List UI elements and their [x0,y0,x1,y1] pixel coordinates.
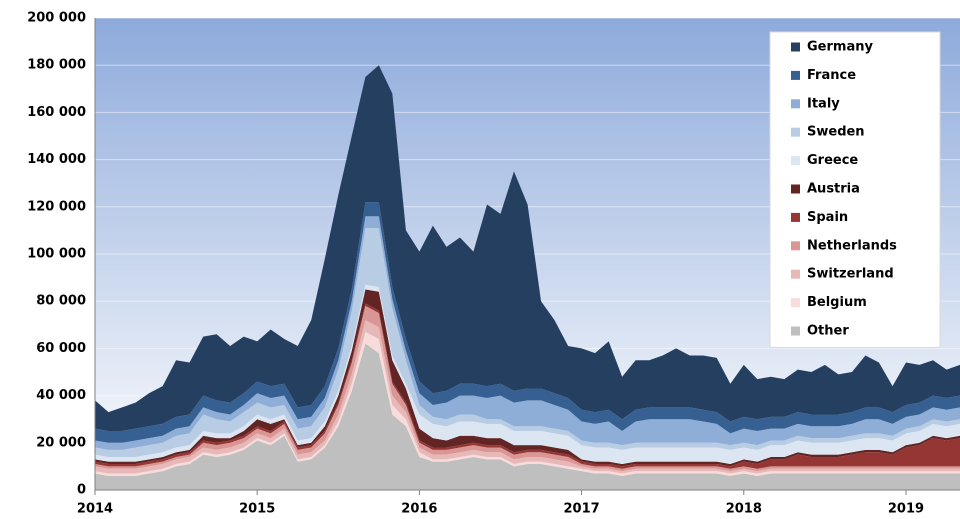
legend-label: Spain [807,210,848,225]
legend-marker [791,70,800,80]
legend-marker [791,156,800,166]
x-tick-label: 2014 [77,502,113,517]
y-tick-label: 160 000 [27,105,86,120]
x-tick-label: 2019 [888,502,924,517]
legend-label: Netherlands [807,238,897,253]
legend-marker [791,326,800,336]
legend-label: Greece [807,153,858,168]
legend-marker [791,298,800,308]
y-tick-label: 100 000 [27,247,86,262]
legend-label: Belgium [807,295,867,310]
y-tick-label: 140 000 [27,152,86,167]
x-tick-label: 2018 [726,502,762,517]
legend-label: Switzerland [807,267,894,282]
y-tick-label: 40 000 [36,388,86,403]
y-tick-label: 80 000 [36,294,86,309]
legend-label: Austria [807,182,860,197]
legend-marker [791,184,800,194]
area [95,303,960,469]
y-tick-label: 0 [77,483,86,498]
y-tick-label: 180 000 [27,58,86,73]
y-tick-label: 60 000 [36,341,86,356]
area [95,343,960,490]
legend-label: Sweden [807,125,865,140]
y-tick-label: 120 000 [27,199,86,214]
x-tick-label: 2015 [239,502,275,517]
legend-marker [791,42,800,52]
x-tick-label: 2017 [563,502,599,517]
legend-marker [791,269,800,279]
legend-marker [791,212,800,222]
area [95,228,960,457]
legend-marker [791,241,800,251]
x-tick-label: 2016 [401,502,437,517]
legend-label: Germany [807,40,873,55]
area [95,202,960,443]
legend-label: Italy [807,96,840,111]
y-tick-label: 20 000 [36,435,86,450]
area [95,65,960,431]
legend-marker [791,99,800,109]
legend-label: Other [807,324,849,339]
area [95,284,960,465]
legend-label: France [807,68,856,83]
legend-marker [791,127,800,137]
area [95,216,960,450]
y-tick-label: 200 000 [27,11,86,26]
